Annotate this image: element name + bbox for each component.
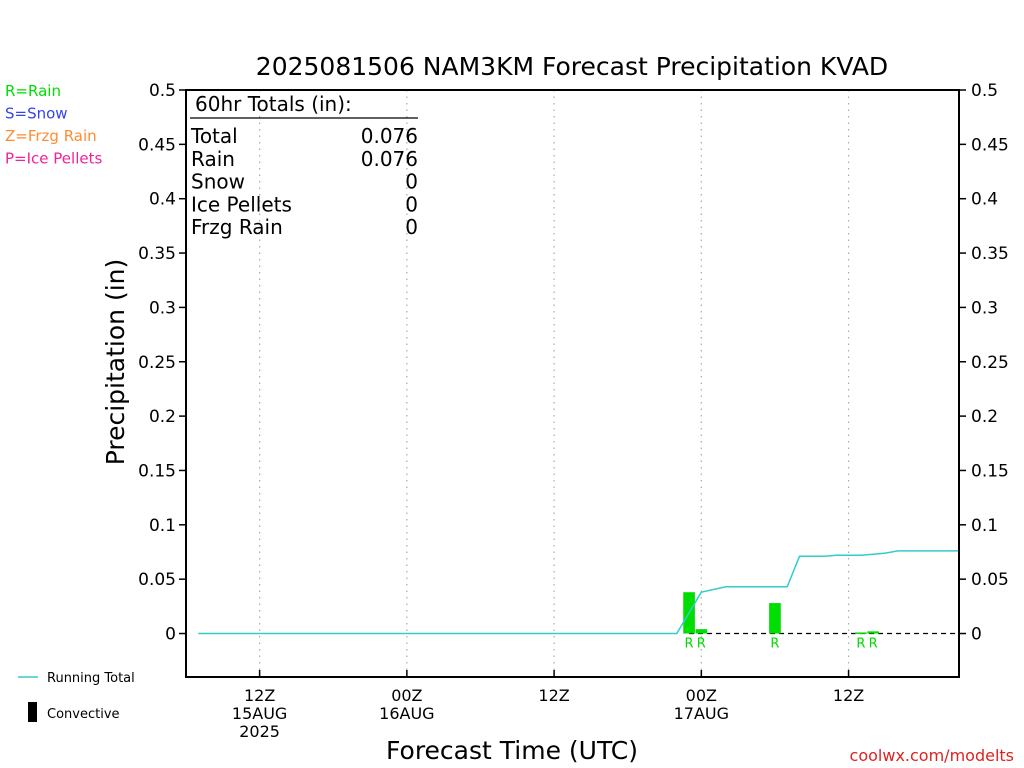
type-legend-item-1: S=Snow [5,105,68,123]
precip-bar-4 [867,631,879,634]
type-legend-item-2: Z=Frzg Rain [5,127,97,145]
totals-row-value-2: 0 [405,170,418,194]
totals-row-label-3: Ice Pellets [191,192,292,216]
y-tick-label-right-1: 0.05 [971,570,1009,590]
y-tick-label-right-10: 0.5 [971,81,998,101]
precip-bar-3 [855,632,867,634]
bottom-legend: Running Total Convective [18,671,135,722]
x-tick-label-1-1: 16AUG [379,704,434,723]
y-tick-label-right-8: 0.4 [971,190,998,210]
x-tick-label-0-0: 12Z [244,686,275,705]
x-tick-label-3-1: 17AUG [674,704,729,723]
precip-type-label-0: R [685,637,694,652]
y-tick-label-left-0: 0 [165,625,176,645]
y-tick-label-right-7: 0.35 [971,244,1009,264]
precip-bar-2 [769,603,781,634]
y-tick-label-left-10: 0.5 [149,81,176,101]
y-tick-label-right-0: 0 [971,625,982,645]
running-total-layer [198,550,959,635]
chart-title: 2025081506 NAM3KM Forecast Precipitation… [256,52,888,81]
y-tick-label-left-4: 0.2 [149,407,176,427]
totals-row-label-1: Rain [191,147,235,171]
type-legend-item-0: R=Rain [5,82,61,100]
y-axis-label: Precipitation (in) [101,259,130,466]
y-tick-label-right-2: 0.1 [971,516,998,536]
y-tick-label-left-9: 0.45 [138,135,176,155]
y-tick-label-right-9: 0.45 [971,135,1009,155]
precip-type-label-3: R [856,637,865,652]
convective-legend-swatch [28,702,37,722]
y-tick-label-left-7: 0.35 [138,244,176,264]
totals-row-value-0: 0.076 [361,124,418,148]
x-tick-label-1-0: 00Z [391,686,422,705]
x-tick-label-0-1: 15AUG [232,704,287,723]
x-tick-label-4-0: 12Z [833,686,864,705]
totals-row-value-4: 0 [405,215,418,239]
y-tick-label-left-5: 0.25 [138,353,176,373]
y-tick-label-left-6: 0.3 [149,298,176,318]
type-legend-item-3: P=Ice Pellets [5,150,102,168]
x-tick-label-2-0: 12Z [538,686,569,705]
y-tick-label-left-1: 0.05 [138,570,176,590]
y-tick-label-left-3: 0.15 [138,461,176,481]
totals-row-value-1: 0.076 [361,147,418,171]
totals-header: 60hr Totals (in): [195,92,352,116]
totals-row-label-4: Frzg Rain [191,215,283,239]
y-tick-label-right-4: 0.2 [971,407,998,427]
precip-type-label-4: R [869,637,878,652]
axis-layer: 0 00.05 0.050.1 0.10.15 0.150.2 0.20.25 0.250.… [138,81,1009,741]
precip-bar-1 [695,629,708,634]
y-tick-label-right-3: 0.15 [971,461,1009,481]
totals-row-label-2: Snow [191,170,245,194]
y-tick-label-right-6: 0.3 [971,298,998,318]
totals-row-label-0: Total [190,124,238,148]
y-tick-label-left-2: 0.1 [149,516,176,536]
y-tick-label-left-8: 0.4 [149,190,176,210]
convective-legend-label: Convective [47,707,120,722]
plot-frame [185,89,960,678]
precip-type-label-1: R [697,637,706,652]
totals-row-value-3: 0 [405,192,418,216]
x-tick-label-3-0: 00Z [686,686,717,705]
x-axis-label: Forecast Time (UTC) [386,736,638,765]
precip-type-label-2: R [770,637,779,652]
type-legend: R=Rain S=Snow Z=Frzg Rain P=Ice Pellets [5,82,102,168]
running-total-line [198,550,959,635]
totals-box: 60hr Totals (in): Total 0.076 Rain 0.076 Snow… [190,92,418,239]
x-tick-label-0-2: 2025 [239,722,280,741]
grid-layer [259,90,850,677]
y-tick-label-right-5: 0.25 [971,353,1009,373]
credit-text: coolwx.com/modelts [850,746,1014,765]
running-total-legend-label: Running Total [47,671,135,686]
